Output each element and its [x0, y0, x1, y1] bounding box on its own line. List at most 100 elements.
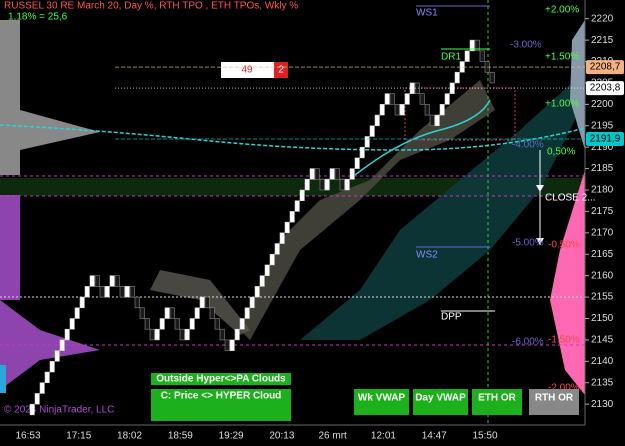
renko-brick [464, 50, 470, 62]
renko-brick [319, 179, 325, 191]
renko-brick [374, 114, 380, 127]
price-tag-label: 2208,7 [590, 62, 621, 73]
renko-brick [74, 307, 80, 319]
y-tick-label: 2200 [591, 99, 614, 110]
arrow [536, 238, 544, 245]
price-tag-label: 2203,8 [590, 83, 621, 94]
renko-brick [284, 221, 290, 234]
renko-brick [214, 318, 220, 330]
x-tick-label: 16:53 [15, 431, 40, 442]
button-label[interactable]: Outside Hyper<>PA Clouds [156, 374, 286, 385]
value-area-band [0, 178, 585, 196]
renko-brick [139, 307, 145, 319]
button[interactable] [151, 389, 291, 421]
y-tick-label: 2160 [591, 270, 614, 281]
renko-brick [209, 307, 215, 319]
y-tick-label: 2220 [591, 13, 614, 24]
pct-label: +1.00% [545, 99, 579, 110]
y-tick-label: 2135 [591, 377, 614, 388]
renko-brick [44, 371, 50, 384]
renko-brick [89, 275, 95, 287]
pct-label: -3.00% [510, 40, 542, 51]
hyper-cloud [150, 270, 250, 335]
renko-brick [329, 168, 335, 180]
renko-brick [174, 318, 180, 330]
pct-label: -1.50% [548, 335, 580, 346]
button-label[interactable]: ETH OR [478, 393, 517, 404]
y-tick-label: 2215 [591, 35, 614, 46]
x-tick-label: 20:13 [269, 431, 294, 442]
pct-label: 0,50% [547, 147, 575, 158]
renko-brick [349, 168, 355, 180]
button[interactable] [413, 389, 468, 415]
pct-label: -6.00% [512, 337, 544, 348]
renko-brick [354, 157, 360, 169]
renko-brick [394, 104, 400, 116]
price-tag [586, 81, 624, 96]
renko-brick [264, 264, 270, 276]
renko-brick [134, 296, 140, 309]
vwap-line [354, 99, 491, 176]
renko-brick [129, 286, 135, 298]
renko-brick [64, 328, 70, 341]
vwap-line [0, 124, 586, 151]
renko-brick [344, 179, 350, 191]
renko-brick [279, 232, 285, 244]
button[interactable] [354, 389, 409, 415]
renko-brick [404, 93, 410, 105]
counter-box [221, 62, 274, 78]
renko-brick [449, 82, 455, 94]
x-tick-label: 19:29 [219, 431, 244, 442]
renko-brick [429, 114, 435, 127]
renko-brick [69, 318, 75, 330]
volume-profile [0, 20, 100, 175]
renko-brick [419, 93, 425, 105]
button[interactable] [472, 389, 522, 415]
pivot-label: DR1 [441, 52, 461, 63]
y-tick-label: 2195 [591, 120, 614, 131]
renko-brick [469, 39, 475, 52]
y-tick-label: 2150 [591, 313, 614, 324]
renko-brick [489, 71, 495, 84]
renko-brick [204, 296, 210, 309]
pivot-label: WS2 [416, 250, 438, 261]
y-tick-label: 2170 [591, 227, 614, 238]
y-tick-label: 2185 [591, 163, 614, 174]
renko-brick [144, 318, 150, 330]
renko-brick [244, 307, 250, 319]
pct-label: -2.00% [548, 383, 580, 394]
renko-brick [424, 104, 430, 116]
button[interactable] [151, 373, 291, 385]
renko-brick [474, 39, 480, 52]
y-tick-label: 2155 [591, 292, 614, 303]
pct-label: -0.50% [548, 240, 580, 251]
renko-brick [389, 93, 395, 105]
renko-brick [189, 318, 195, 330]
renko-brick [339, 179, 345, 191]
price-tag [586, 132, 624, 147]
volume-profile [0, 195, 20, 300]
y-tick-label: 2180 [591, 185, 614, 196]
renko-brick [259, 275, 265, 287]
pct-label: +2.00% [545, 5, 579, 16]
renko-brick [59, 339, 65, 351]
renko-brick [434, 114, 440, 127]
renko-brick [224, 339, 230, 351]
button-label[interactable]: RTH OR [535, 393, 574, 404]
price-tag [586, 60, 624, 75]
renko-brick [164, 307, 170, 319]
renko-brick [239, 318, 245, 330]
renko-brick [299, 189, 305, 202]
renko-brick [159, 318, 165, 330]
renko-brick [219, 328, 225, 341]
button[interactable] [529, 389, 579, 415]
button-label[interactable]: Wk VWAP [358, 393, 406, 404]
marker [0, 365, 6, 393]
renko-brick [364, 136, 370, 148]
button-label[interactable]: C: Price <> HYPER Cloud [161, 391, 282, 402]
counter-value: 2 [278, 65, 284, 76]
renko-brick [199, 296, 205, 309]
button-label[interactable]: Day VWAP [415, 393, 466, 404]
x-tick-label: 14:47 [422, 431, 447, 442]
